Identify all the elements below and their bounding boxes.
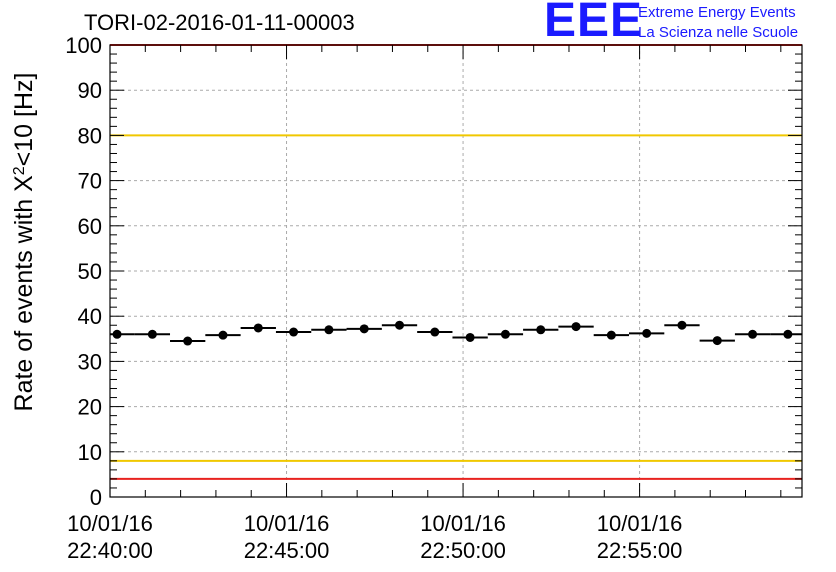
y-axis-title-prefix: Rate of events with X <box>10 175 38 412</box>
data-point <box>147 329 157 339</box>
y-tick-label: 40 <box>78 304 102 329</box>
x-tick-label-time: 22:55:00 <box>597 538 683 563</box>
y-tick-label: 60 <box>78 214 102 239</box>
data-point <box>677 320 687 330</box>
x-tick-label-date: 10/01/16 <box>597 511 683 536</box>
data-point <box>748 329 758 339</box>
x-tick-label-time: 22:45:00 <box>244 538 330 563</box>
y-tick-label: 30 <box>78 349 102 374</box>
y-tick-label: 80 <box>78 123 102 148</box>
data-point <box>571 322 581 332</box>
y-axis-title: Rate of events with X2<10 [Hz] <box>10 73 38 412</box>
y-tick-label: 100 <box>65 33 102 58</box>
grid-lines <box>110 45 802 497</box>
eee-logo: EEE Extreme Energy Events La Scienza nel… <box>544 0 836 47</box>
axis-ticks <box>109 44 802 498</box>
data-point <box>642 328 652 338</box>
x-tick-label-time: 22:40:00 <box>67 538 153 563</box>
x-tick-label-date: 10/01/16 <box>244 511 330 536</box>
data-point <box>324 325 334 335</box>
data-point <box>465 332 475 342</box>
reference-lines <box>110 44 802 480</box>
tick-labels: 010203040506070809010010/01/1622:40:0010… <box>65 33 682 563</box>
logo-line-1: Extreme Energy Events <box>638 4 796 21</box>
data-point <box>395 320 405 330</box>
y-tick-label: 20 <box>78 395 102 420</box>
data-point <box>536 325 546 335</box>
data-points <box>110 320 802 346</box>
data-point <box>112 329 122 339</box>
data-point <box>218 330 228 340</box>
y-tick-label: 10 <box>78 440 102 465</box>
y-tick-label: 50 <box>78 259 102 284</box>
y-tick-label: 70 <box>78 169 102 194</box>
eee-logo-mark: EEE <box>544 0 644 47</box>
y-tick-label: 0 <box>90 485 102 510</box>
x-tick-label-date: 10/01/16 <box>67 511 153 536</box>
logo-line-2: La Scienza nelle Scuole <box>638 24 799 41</box>
data-point <box>183 336 193 346</box>
data-point <box>253 323 263 333</box>
data-point <box>359 324 369 334</box>
data-point <box>712 336 722 346</box>
chart-title: TORI-02-2016-01-11-00003 <box>84 10 355 35</box>
data-point <box>500 329 510 339</box>
y-tick-label: 90 <box>78 78 102 103</box>
y-axis-title-suffix: <10 [Hz] <box>10 73 38 167</box>
y-axis-title-superscript: 2 <box>11 166 28 175</box>
x-tick-label-time: 22:50:00 <box>420 538 506 563</box>
x-tick-label-date: 10/01/16 <box>420 511 506 536</box>
data-point <box>289 327 299 337</box>
data-point <box>430 327 440 337</box>
data-point <box>606 330 616 340</box>
data-point <box>783 329 793 339</box>
